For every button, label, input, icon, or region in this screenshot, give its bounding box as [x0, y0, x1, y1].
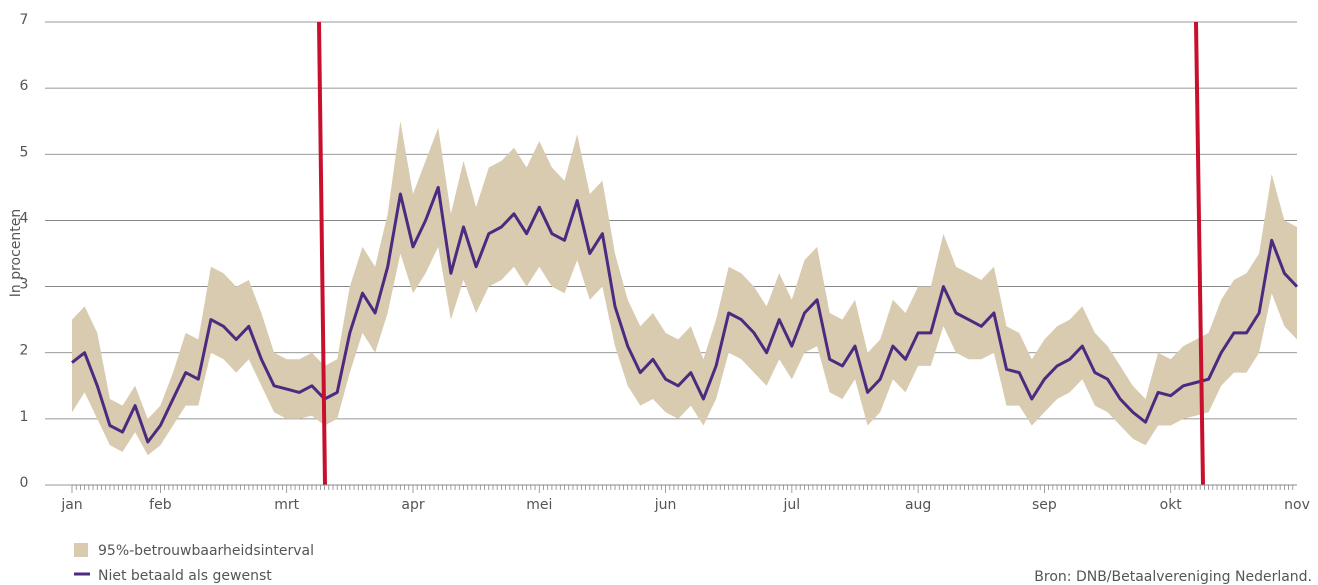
plot: 0 1 2 3 4 5 6 7 — [20, 12, 1299, 491]
confidence-band — [72, 121, 1297, 456]
y-tick-label: 7 — [20, 12, 29, 28]
marker-line — [317, 21, 327, 486]
legend-swatch — [74, 543, 88, 557]
legend-label: 95%-betrouwbaarheidsinterval — [98, 543, 314, 559]
x-tick-label: mrt — [274, 497, 299, 513]
x-tick-label: feb — [149, 497, 172, 513]
x-tick-label: nov — [1284, 497, 1310, 513]
x-tick-label: apr — [401, 497, 424, 513]
legend-label: Niet betaald als gewenst — [98, 568, 272, 584]
source: Bron: DNB/Betaalvereniging Nederland. — [1034, 569, 1312, 585]
x-tick-label: okt — [1160, 497, 1183, 513]
x-tick-label: jan — [60, 497, 82, 513]
y-tick-label: 3 — [20, 277, 29, 293]
y-tick-label: 1 — [20, 409, 29, 425]
x-tick-label: sep — [1032, 497, 1057, 513]
y-tick-label: 5 — [20, 144, 29, 160]
y-axis-label: In procenten — [8, 209, 24, 298]
x-tick-label: mei — [526, 497, 552, 513]
y-tick-label: 0 — [20, 475, 29, 491]
x-tick-label: aug — [905, 497, 931, 513]
series-line — [71, 185, 1299, 444]
x-tick-label: jun — [654, 497, 677, 513]
x-tick-label: jul — [783, 497, 801, 513]
y-tick-label: 6 — [20, 78, 29, 94]
y-tick-label: 2 — [20, 343, 29, 359]
marker-line — [1194, 21, 1205, 486]
y-tick-label: 4 — [20, 210, 29, 226]
